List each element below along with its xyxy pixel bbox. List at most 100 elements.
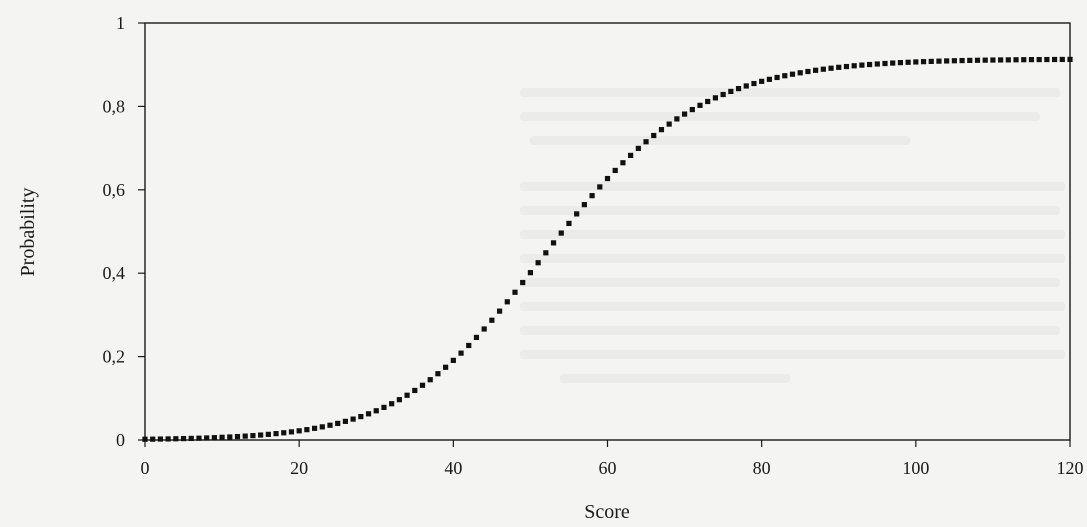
data-point [265,431,271,437]
data-point [774,74,780,81]
data-point [558,230,564,236]
data-point [543,250,549,256]
data-point [273,431,279,437]
data-point [466,342,472,349]
data-point [296,428,302,434]
data-point [890,60,896,66]
data-point [751,80,757,87]
data-point [920,59,927,65]
data-point [759,78,765,84]
data-point [735,85,742,92]
data-point [897,60,904,66]
x-axis-label: Score [584,501,630,523]
data-point [196,435,202,441]
data-point [998,57,1004,63]
data-point [304,427,310,433]
data-point [666,121,672,127]
series-points [142,56,1073,442]
data-point [712,95,719,101]
data-point [566,220,572,227]
data-point [496,308,503,314]
data-point [1044,56,1050,63]
data-point [982,57,988,63]
data-point [813,67,819,73]
data-point [990,57,996,63]
data-point [242,433,248,439]
data-point [427,377,433,383]
data-point [527,270,534,276]
data-point [928,58,934,65]
x-axis-ticks: 0 20 40 60 80 100 120 [141,440,1084,478]
data-point [335,420,341,427]
y-tick-label: 1 [116,13,125,33]
data-point [789,71,796,77]
data-point [674,116,680,122]
y-axis-ticks: 0 0,2 0,4 0,6 0,8 1 [103,13,145,450]
data-point [550,240,557,246]
data-point [905,59,911,65]
data-point [250,433,256,439]
data-point [150,436,156,442]
data-point [157,436,164,442]
data-point [589,193,595,199]
data-point [350,416,356,422]
data-point [319,424,325,430]
data-point [882,60,888,67]
data-point [974,57,981,63]
data-point [419,382,426,388]
data-point [204,435,210,441]
data-point [1028,57,1035,63]
data-point [365,411,372,417]
data-point [836,64,842,70]
data-point [1005,57,1011,63]
data-point [396,397,402,403]
data-point [458,350,464,356]
x-tick-label: 80 [753,458,771,478]
data-point [720,91,726,98]
y-tick-label: 0,8 [103,96,126,116]
x-tick-label: 0 [141,458,150,478]
data-point [450,357,456,363]
data-point [412,387,418,394]
y-axis-label: Probability [17,188,39,277]
data-point [843,63,850,70]
data-point [404,392,410,398]
data-point [342,418,349,424]
data-point [1036,56,1042,63]
data-point [628,152,634,158]
data-point [389,401,395,407]
data-point [743,83,749,89]
data-point [944,58,950,64]
data-point [651,132,657,139]
data-point [489,317,495,323]
x-tick-label: 20 [290,458,308,478]
data-point [689,106,695,113]
data-point [504,299,510,305]
data-point [797,70,803,76]
data-point [227,434,233,440]
data-point [951,58,957,64]
data-point [612,167,618,174]
plot-frame [144,22,1071,441]
x-tick-label: 40 [444,458,462,478]
data-point [1013,57,1019,63]
data-point [1051,56,1058,63]
data-point [851,63,857,69]
data-point [535,260,541,266]
y-tick-label: 0 [116,430,125,450]
data-point [936,58,942,64]
data-point [435,371,441,377]
data-point [1067,56,1073,63]
data-point [581,202,587,208]
data-point [180,435,187,442]
data-point [358,414,364,420]
y-tick-label: 0,6 [103,180,126,200]
data-point [643,139,649,145]
data-point [234,433,241,440]
data-point [512,289,518,295]
y-tick-label: 0,2 [103,347,126,367]
data-point [311,425,318,431]
data-point [473,334,480,341]
data-point [142,436,148,442]
